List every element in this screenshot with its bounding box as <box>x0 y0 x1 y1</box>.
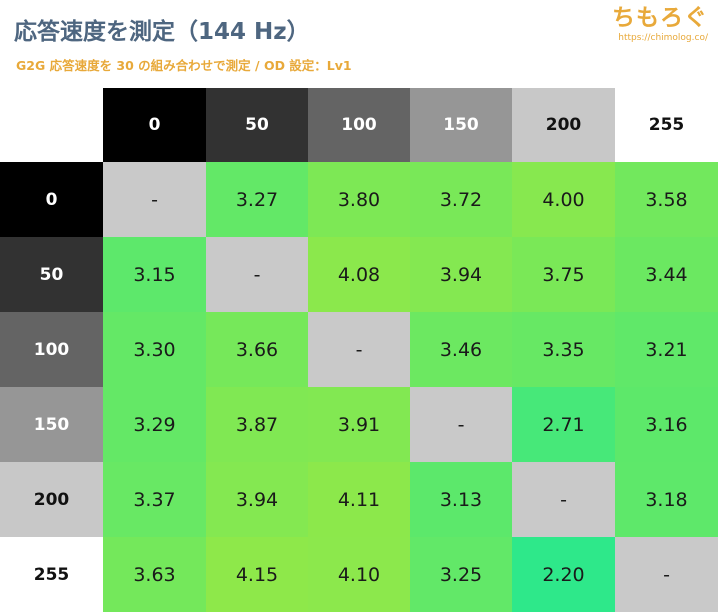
heatmap-cell: 2.20 <box>512 537 615 612</box>
heatmap-cell: 3.94 <box>410 237 512 312</box>
heatmap-cell: 3.27 <box>206 162 308 237</box>
heatmap-cell: 3.63 <box>103 537 206 612</box>
row-header-200: 200 <box>0 462 103 537</box>
heatmap-cell: 4.11 <box>308 462 410 537</box>
heatmap-cell: 3.46 <box>410 312 512 387</box>
column-header-100: 100 <box>308 88 410 162</box>
heatmap-cell: 2.71 <box>512 387 615 462</box>
heatmap-cell: 4.10 <box>308 537 410 612</box>
heatmap-cell: 3.58 <box>615 162 718 237</box>
corner-cell <box>0 88 103 162</box>
column-header-50: 50 <box>206 88 308 162</box>
heatmap-cell: 3.30 <box>103 312 206 387</box>
heatmap-cell: 3.66 <box>206 312 308 387</box>
row-header-255: 255 <box>0 537 103 612</box>
heatmap-cell: - <box>308 312 410 387</box>
response-time-heatmap: 0 50 100 150 200 255 0-3.27 3.80 3.72 4.00 3.58 50 3… <box>0 88 718 612</box>
heatmap-cell: 3.16 <box>615 387 718 462</box>
heatmap-cell: 3.25 <box>410 537 512 612</box>
heatmap-cell: 3.72 <box>410 162 512 237</box>
chart-title: 応答速度を測定（144 Hz） <box>14 19 310 45</box>
heatmap-cell: 3.37 <box>103 462 206 537</box>
header: 応答速度を測定（144 Hz） G2G 応答速度を 30 の組み合わせで測定 /… <box>0 0 718 88</box>
heatmap-cell: 4.15 <box>206 537 308 612</box>
site-logo[interactable]: ちもろぐ https://chimolog.co/ <box>598 4 708 48</box>
heatmap-cell: 3.75 <box>512 237 615 312</box>
heatmap-cell: 3.13 <box>410 462 512 537</box>
heatmap-cell: 4.08 <box>308 237 410 312</box>
heatmap-cell: - <box>410 387 512 462</box>
heatmap-cell: 3.91 <box>308 387 410 462</box>
row-header-0: 0 <box>0 162 103 237</box>
column-header-255: 255 <box>615 88 718 162</box>
heatmap-cell: 3.21 <box>615 312 718 387</box>
row-header-100: 100 <box>0 312 103 387</box>
heatmap-cell: 3.18 <box>615 462 718 537</box>
heatmap-cell: - <box>512 462 615 537</box>
column-header-200: 200 <box>512 88 615 162</box>
row-header-150: 150 <box>0 387 103 462</box>
heatmap-cell: 3.94 <box>206 462 308 537</box>
heatmap-cell: 3.29 <box>103 387 206 462</box>
logo-url: https://chimolog.co/ <box>618 33 708 43</box>
column-header-150: 150 <box>410 88 512 162</box>
column-header-0: 0 <box>103 88 206 162</box>
heatmap-cell: - <box>103 162 206 237</box>
heatmap-cell: 3.15 <box>103 237 206 312</box>
heatmap-cell: 3.87 <box>206 387 308 462</box>
heatmap-cell: 4.00 <box>512 162 615 237</box>
logo-text: ちもろぐ <box>612 5 708 31</box>
heatmap-cell: 3.44 <box>615 237 718 312</box>
heatmap-cell: - <box>615 537 718 612</box>
row-header-50: 50 <box>0 237 103 312</box>
heatmap-cell: 3.80 <box>308 162 410 237</box>
heatmap-cell: 3.35 <box>512 312 615 387</box>
heatmap-cell: - <box>206 237 308 312</box>
chart-subtitle: G2G 応答速度を 30 の組み合わせで測定 / OD 設定：Lv1 <box>16 58 352 73</box>
